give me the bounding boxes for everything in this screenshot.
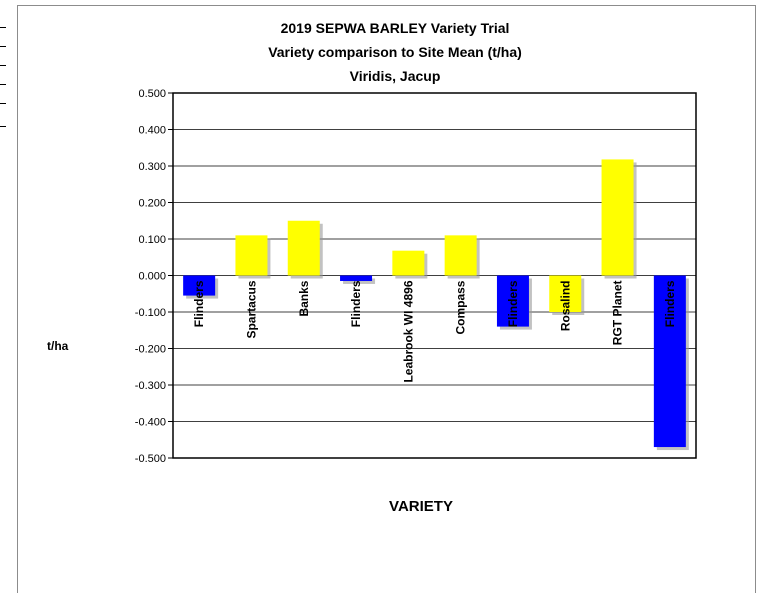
bars <box>183 159 689 451</box>
y-tick-label: -0.300 <box>135 380 166 392</box>
x-axis-title: VARIETY <box>389 498 453 515</box>
bar-shadow <box>343 278 376 284</box>
category-label: RGT Planet <box>611 281 625 346</box>
category-label: Flinders <box>506 280 520 327</box>
category-label: Spartacus <box>244 280 258 338</box>
y-tick-label: 0.000 <box>138 271 166 283</box>
y-tick-label: 0.200 <box>138 198 166 210</box>
y-tick-label: -0.100 <box>135 307 166 319</box>
category-label: Flinders <box>663 280 677 327</box>
chart-title: 2019 SEPWA BARLEY Variety Trial Variety … <box>268 20 522 84</box>
bar-4 <box>340 275 373 281</box>
category-labels: Flinders Spartacus Banks Flinders Leabrook W… <box>192 280 677 382</box>
y-axis-title: t/ha <box>47 339 69 353</box>
bar-10 <box>653 275 686 448</box>
category-label: Compass <box>454 280 468 334</box>
cropped-table-edge <box>0 27 6 127</box>
bar-2 <box>235 235 268 276</box>
y-axis-ticks: 0.500 0.400 0.300 0.200 0.100 0.000 -0.100 -0.2… <box>135 88 173 465</box>
y-tick-label: -0.400 <box>135 417 166 429</box>
bar-1 <box>183 275 216 296</box>
bar-7 <box>496 275 529 327</box>
chart-title-line-3: Viridis, Jacup <box>350 68 441 84</box>
chart-title-line-2: Variety comparison to Site Mean (t/ha) <box>268 44 522 60</box>
category-label: Banks <box>297 280 311 316</box>
chart-area-frame <box>17 5 756 593</box>
y-tick-label: 0.500 <box>138 88 166 100</box>
category-label: Flinders <box>192 280 206 327</box>
bar-9 <box>601 159 634 276</box>
bar-8 <box>549 275 582 312</box>
chart-title-line-1: 2019 SEPWA BARLEY Variety Trial <box>281 20 510 36</box>
y-tick-label: 0.400 <box>138 125 166 137</box>
y-tick-label: -0.200 <box>135 344 166 356</box>
bar-3 <box>287 220 320 276</box>
bar-5 <box>392 250 425 276</box>
y-tick-label: -0.500 <box>135 453 166 465</box>
y-tick-label: 0.300 <box>138 161 166 173</box>
y-tick-label: 0.100 <box>138 234 166 246</box>
category-label: Leabrook WI 4896 <box>401 280 415 382</box>
category-label: Flinders <box>349 280 363 327</box>
bar-6 <box>444 235 477 276</box>
category-label: Rosalind <box>558 281 572 332</box>
